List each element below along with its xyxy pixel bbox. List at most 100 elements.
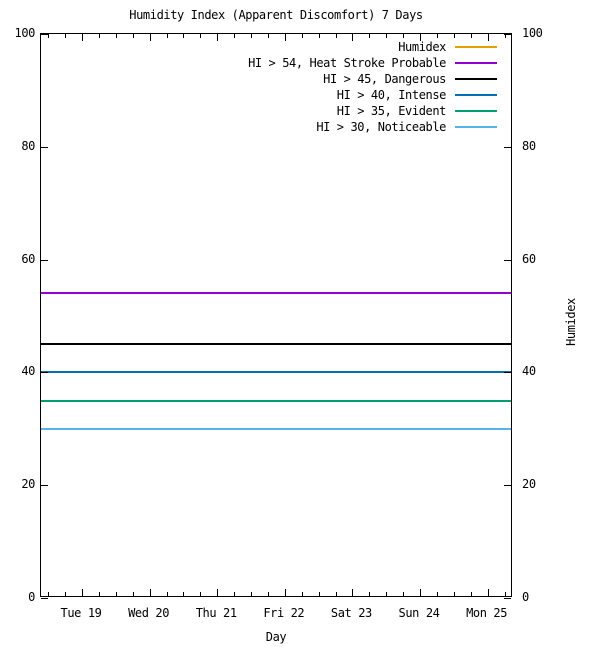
legend-line-swatch: [455, 46, 497, 48]
y-major-tick: [41, 259, 48, 261]
legend-line-swatch: [455, 94, 497, 96]
x-minor-tick: [166, 592, 168, 596]
legend-item: HI > 45, Dangerous: [248, 71, 497, 87]
x-major-tick: [82, 34, 83, 41]
x-minor-tick: [453, 592, 455, 596]
x-major-tick: [352, 34, 354, 41]
y-tick-label-right: 0: [522, 590, 529, 604]
legend-line-swatch: [455, 110, 497, 112]
y-major-tick: [504, 485, 511, 487]
x-tick-label: Wed 20: [128, 606, 170, 620]
threshold-line-35: [41, 399, 511, 402]
legend-line-swatch: [455, 62, 497, 64]
y-tick-label-left: 20: [21, 477, 35, 492]
legend-line-swatch: [455, 78, 497, 80]
x-major-tick: [420, 34, 421, 41]
y-tick-label-right: 80: [522, 138, 536, 153]
x-minor-tick: [234, 34, 236, 38]
x-major-tick: [284, 589, 286, 596]
legend-item: HI > 30, Noticeable: [248, 119, 497, 135]
x-minor-tick: [504, 592, 506, 596]
legend: Humidex HI > 54, Heat Stroke Probable HI >…: [248, 39, 497, 135]
legend-label: HI > 40, Intense: [336, 88, 447, 102]
x-major-tick: [487, 34, 489, 41]
x-minor-tick: [166, 34, 168, 38]
chart-title: Humidity Index (Apparent Discomfort) 7 D…: [129, 8, 423, 22]
threshold-line-54: [41, 292, 511, 295]
y-major-tick: [504, 146, 511, 148]
x-minor-tick: [115, 34, 117, 38]
x-tick-label: Mon 25: [466, 606, 508, 620]
x-minor-tick: [335, 34, 337, 38]
x-major-tick: [217, 34, 219, 41]
x-minor-tick: [183, 34, 185, 38]
x-minor-tick: [267, 34, 269, 38]
legend-label: HI > 30, Noticeable: [316, 120, 446, 134]
x-major-tick: [284, 34, 286, 41]
x-major-tick: [82, 589, 83, 596]
legend-line-swatch: [455, 126, 497, 128]
x-minor-tick: [436, 34, 438, 38]
y-tick-label-left: 0: [28, 590, 35, 604]
x-tick-label: Sat 23: [330, 606, 372, 620]
x-minor-tick: [200, 592, 202, 596]
y-tick-label-right: 60: [522, 251, 536, 266]
x-minor-tick: [386, 34, 388, 38]
threshold-line-45: [41, 343, 511, 346]
y-tick-label-right: 20: [522, 477, 536, 492]
threshold-line-30: [41, 427, 511, 430]
x-major-tick: [149, 589, 151, 596]
x-minor-tick: [470, 592, 472, 596]
x-minor-tick: [234, 592, 236, 596]
x-minor-tick: [48, 592, 50, 596]
x-axis-title: Day: [265, 630, 287, 644]
y-tick-label-right: 40: [522, 364, 536, 379]
right-y-axis-title: Humidex: [564, 298, 578, 346]
legend-item: HI > 35, Evident: [248, 103, 497, 119]
y-major-tick: [41, 372, 48, 374]
y-major-tick: [41, 598, 48, 599]
legend-item: Humidex: [248, 39, 497, 55]
legend-label: HI > 35, Evident: [336, 104, 447, 118]
x-tick-label: Thu 21: [195, 606, 237, 620]
x-minor-tick: [318, 592, 320, 596]
x-minor-tick: [436, 592, 438, 596]
y-major-tick: [504, 598, 511, 599]
x-major-tick: [352, 589, 354, 596]
x-minor-tick: [403, 592, 405, 596]
y-major-tick: [504, 34, 511, 35]
x-major-tick: [420, 589, 421, 596]
x-minor-tick: [251, 592, 252, 596]
x-minor-tick: [369, 592, 371, 596]
x-minor-tick: [301, 34, 303, 38]
legend-item: HI > 54, Heat Stroke Probable: [248, 55, 497, 71]
x-minor-tick: [369, 34, 371, 38]
x-minor-tick: [318, 34, 320, 38]
y-major-tick: [41, 146, 48, 148]
x-tick-label: Tue 19: [60, 606, 102, 620]
y-major-tick: [41, 34, 48, 35]
x-major-tick: [487, 589, 489, 596]
x-minor-tick: [132, 34, 134, 38]
x-minor-tick: [65, 592, 67, 596]
x-minor-tick: [453, 34, 455, 38]
x-minor-tick: [200, 34, 202, 38]
x-minor-tick: [65, 34, 67, 38]
plot-area: Humidex HI > 54, Heat Stroke Probable HI >…: [40, 33, 512, 599]
x-minor-tick: [115, 592, 117, 596]
y-tick-label-left: 60: [21, 251, 35, 266]
x-minor-tick: [48, 34, 50, 38]
y-major-tick: [41, 485, 48, 487]
x-minor-tick: [132, 592, 134, 596]
x-tick-label: Fri 22: [263, 606, 305, 620]
x-minor-tick: [504, 34, 506, 38]
x-minor-tick: [267, 592, 269, 596]
x-minor-tick: [98, 34, 100, 38]
x-minor-tick: [98, 592, 100, 596]
legend-label: HI > 45, Dangerous: [323, 72, 446, 86]
y-major-tick: [504, 372, 511, 374]
x-minor-tick: [335, 592, 337, 596]
x-major-tick: [217, 589, 219, 596]
x-minor-tick: [301, 592, 303, 596]
